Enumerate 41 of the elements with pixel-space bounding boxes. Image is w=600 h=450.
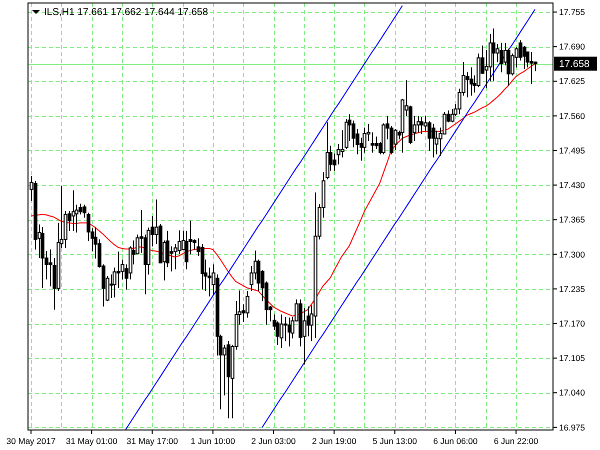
candlestick bbox=[530, 51, 534, 84]
candlestick bbox=[450, 108, 454, 123]
candlestick bbox=[466, 72, 470, 98]
y-tick-label: 17.625 bbox=[559, 76, 586, 86]
x-tick-label: 2 Jun 19:00 bbox=[312, 436, 357, 446]
x-tick-label: 31 May 17:00 bbox=[126, 436, 178, 446]
candlestick bbox=[72, 190, 76, 232]
candlestick bbox=[522, 46, 526, 70]
candlestick bbox=[374, 136, 378, 150]
y-tick-label: 17.170 bbox=[559, 318, 586, 328]
line-series bbox=[262, 8, 536, 428]
candlestick bbox=[420, 116, 424, 134]
candlestick bbox=[432, 123, 436, 158]
y-tick-label: 17.690 bbox=[559, 42, 586, 52]
candlestick bbox=[246, 290, 250, 318]
y-tick-label: 17.235 bbox=[559, 284, 586, 294]
y-tick-label: 17.495 bbox=[559, 145, 586, 156]
candlestick bbox=[280, 314, 284, 349]
x-tick-label: 6 Jun 22:00 bbox=[494, 436, 539, 446]
candlestick bbox=[492, 28, 496, 82]
y-tick-label: 16.975 bbox=[559, 422, 586, 432]
ref-line-label: 17.658 bbox=[559, 59, 590, 70]
y-tick-label: 17.040 bbox=[559, 388, 586, 398]
y-tick-label: 17.430 bbox=[559, 180, 586, 190]
x-tick-label: 31 May 01:00 bbox=[66, 436, 118, 446]
y-tick-label: 17.560 bbox=[559, 110, 586, 121]
candlestick bbox=[470, 66, 474, 96]
candlestick bbox=[370, 132, 374, 154]
y-tick-label: 17.300 bbox=[559, 249, 586, 260]
chart-title: ILS,H1 17.661 17.662 17.644 17.658 bbox=[44, 7, 208, 18]
y-tick-label: 17.365 bbox=[559, 214, 586, 225]
y-tick-label: 17.105 bbox=[559, 353, 586, 364]
x-tick-label: 1 Jun 10:00 bbox=[190, 436, 236, 446]
x-tick-label: 5 Jun 13:00 bbox=[372, 436, 418, 446]
candlestick bbox=[302, 308, 306, 366]
x-tick-label: 6 Jun 06:00 bbox=[433, 436, 478, 446]
candlestick bbox=[500, 42, 504, 73]
x-tick-label: 30 May 2017 bbox=[6, 436, 56, 446]
x-tick-label: 2 Jun 03:00 bbox=[251, 436, 296, 446]
y-tick-label: 17.755 bbox=[559, 7, 586, 18]
candlestick bbox=[394, 128, 398, 150]
